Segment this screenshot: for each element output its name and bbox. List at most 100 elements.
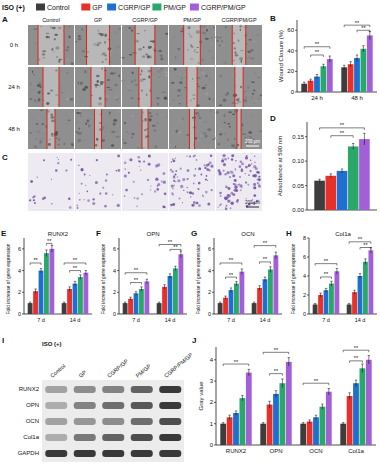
edge-line [94, 109, 95, 149]
cell [67, 27, 69, 29]
error-bar [318, 179, 320, 182]
series: PM/GP [321, 46, 367, 92]
micrograph [216, 67, 262, 107]
y-tick-label: 4 [18, 268, 21, 274]
significance-label: ** [168, 239, 173, 245]
cell [34, 202, 36, 204]
cell [148, 47, 151, 49]
cell [102, 52, 106, 55]
edge-line [234, 67, 235, 107]
edge-line [101, 109, 102, 149]
cell [245, 99, 247, 102]
cell [32, 71, 33, 73]
column-label: CGRP/PM/GP [221, 17, 256, 23]
cell [99, 193, 101, 195]
cell [115, 59, 118, 62]
cell [130, 98, 134, 101]
bars: ControlGPCGRP/GPPM/GPCGRP/PM/GP [313, 248, 374, 315]
cell [123, 139, 125, 141]
edge-line [243, 67, 244, 107]
cell [194, 155, 196, 157]
header-label: ISO (+) [2, 4, 25, 12]
cell [102, 187, 104, 189]
cell [209, 161, 212, 164]
cell [240, 161, 242, 163]
cell [192, 94, 196, 95]
cell [198, 204, 201, 207]
row-label: OPN [26, 402, 39, 408]
series: PM/GP [139, 266, 178, 314]
cell [152, 48, 156, 49]
cell [136, 197, 139, 200]
y-axis-label: Fold increase of gene expression [6, 243, 11, 314]
edge-line [241, 109, 242, 149]
panel-letter: G [191, 229, 197, 238]
band [159, 450, 181, 457]
cell [81, 104, 84, 106]
cell [195, 112, 197, 115]
x-tick-label: 14 d [355, 317, 366, 323]
cell [30, 89, 34, 90]
y-axis-label: Fold increase of gene expression [196, 243, 201, 314]
cell [84, 70, 87, 73]
cell [147, 179, 149, 181]
cell [212, 139, 215, 140]
cell [57, 162, 59, 164]
significance-label: ** [354, 355, 359, 361]
bar [337, 171, 348, 210]
bar [329, 284, 334, 314]
error-bar [288, 358, 290, 367]
cell [58, 144, 60, 145]
cell [84, 174, 86, 176]
bar [273, 255, 278, 314]
legend-swatch [107, 4, 116, 11]
cell [179, 167, 181, 169]
bar [178, 254, 183, 314]
error-bar [321, 404, 323, 409]
cell [180, 185, 183, 188]
micrograph [169, 153, 215, 211]
band [131, 434, 153, 441]
cell [45, 33, 49, 34]
cell [112, 93, 113, 94]
significance-label: ** [47, 238, 52, 244]
edge-line [109, 25, 110, 65]
cell [251, 97, 253, 99]
edge-line [236, 109, 237, 149]
cell [59, 92, 63, 93]
cell [202, 196, 203, 197]
bar [49, 249, 54, 314]
edge-line [141, 109, 142, 149]
cell [83, 199, 84, 200]
bar [240, 398, 246, 445]
cell [187, 49, 188, 51]
cell [223, 99, 226, 102]
bar [361, 49, 367, 92]
y-tick-label: 6 [208, 246, 211, 252]
cell [242, 138, 244, 141]
cell [55, 169, 58, 172]
cell [105, 95, 109, 98]
error-bar [352, 144, 354, 150]
bar [359, 139, 370, 210]
cell [245, 52, 249, 55]
cell [227, 199, 230, 202]
cell [111, 144, 114, 147]
scale-bar [246, 146, 259, 147]
cell [160, 102, 162, 105]
cell [174, 68, 177, 70]
cell [219, 37, 221, 39]
cell [242, 133, 246, 135]
scratch [237, 109, 241, 149]
legend-swatch [36, 4, 45, 11]
legend-label: Control [47, 4, 70, 11]
y-tick-label: 8 [303, 235, 306, 241]
error-bar [341, 169, 343, 173]
column-label: PM/GP [135, 363, 153, 379]
cell [187, 191, 189, 193]
cell [157, 183, 160, 186]
cell [79, 199, 81, 201]
chart-panel: J01234Gray valueRUNX2OPNOCNCol1aControlG… [192, 336, 376, 454]
cell [162, 205, 165, 208]
error-bar [353, 290, 355, 294]
